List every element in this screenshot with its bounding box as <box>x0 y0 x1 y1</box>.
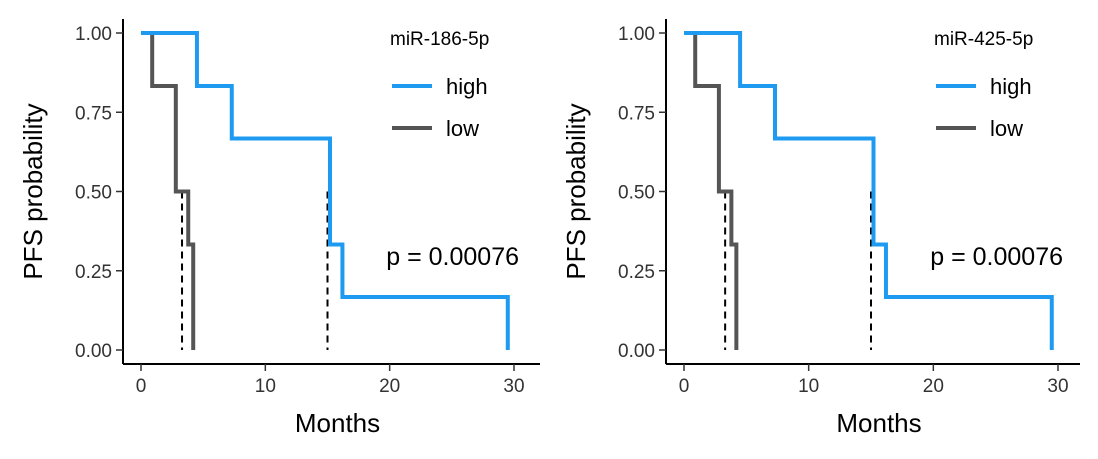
y-axis-title: PFS probability <box>561 103 591 279</box>
km-curve-high <box>684 31 1054 350</box>
x-tick-label: 10 <box>255 376 276 397</box>
km-curve-low <box>144 31 196 350</box>
y-tick-label: 1.00 <box>75 24 112 45</box>
x-tick-label: 20 <box>923 376 944 397</box>
x-tick-label: 0 <box>136 376 147 397</box>
y-tick-label: 0.75 <box>618 103 655 124</box>
km-curve-low <box>687 31 739 350</box>
p-value-annotation: p = 0.00076 <box>386 243 519 271</box>
y-tick-label: 1.00 <box>618 24 655 45</box>
y-tick-label: 0.00 <box>75 341 112 362</box>
x-tick-label: 10 <box>798 376 819 397</box>
legend-label-low: low <box>446 116 479 141</box>
km-curve-high <box>141 31 510 350</box>
x-tick-label: 0 <box>679 376 690 397</box>
km-panel-1: 0.00 0.25 0.50 0.75 1.00 0 10 20 30 Months PFS pro… <box>18 19 540 438</box>
x-tick-label: 20 <box>379 376 400 397</box>
y-tick-label: 0.25 <box>618 262 655 283</box>
x-tick-label: 30 <box>503 376 524 397</box>
legend-title: miR-425-5p <box>934 29 1033 50</box>
legend-label-high: high <box>446 74 488 99</box>
x-tick-label: 30 <box>1047 376 1068 397</box>
p-value-annotation: p = 0.00076 <box>930 243 1063 271</box>
y-tick-label: 0.00 <box>618 341 655 362</box>
y-axis-title: PFS probability <box>18 103 48 279</box>
legend-label-high: high <box>990 74 1032 99</box>
legend-label-low: low <box>990 116 1023 141</box>
x-axis-title: Months <box>295 408 380 438</box>
legend-title: miR-186-5p <box>390 29 489 50</box>
y-tick-label: 0.25 <box>75 262 112 283</box>
x-axis-title: Months <box>836 408 921 438</box>
y-tick-label: 0.50 <box>75 183 112 204</box>
km-panel-2: 0.00 0.25 0.50 0.75 1.00 0 10 20 30 Months PFS pro… <box>561 19 1080 438</box>
y-tick-label: 0.75 <box>75 103 112 124</box>
y-tick-label: 0.50 <box>618 183 655 204</box>
